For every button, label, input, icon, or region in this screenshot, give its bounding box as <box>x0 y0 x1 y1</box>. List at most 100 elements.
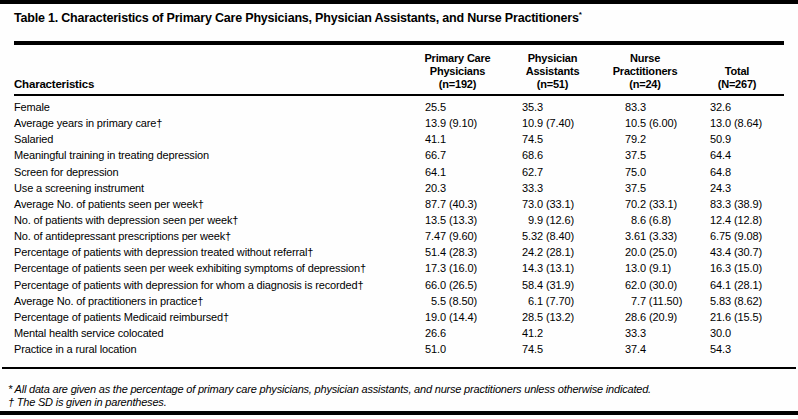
table-header-row: Characteristics Primary Care Physicians … <box>14 46 784 96</box>
row-label: Practice in a rural location <box>14 343 410 355</box>
cell-primary-care-physicians: 87.7 (40.3) <box>410 198 505 210</box>
cell-physician-assistants: 9.9 (12.6) <box>505 214 600 226</box>
cell-physician-assistants: 58.4 (31.9) <box>505 279 600 291</box>
table-title: Table 1. Characteristics of Primary Care… <box>14 11 784 25</box>
row-label: Percentage of patients Medicaid reimburs… <box>14 311 410 323</box>
cell-primary-care-physicians: 20.3 <box>410 182 505 194</box>
row-label: Meaningful training in treating depressi… <box>14 149 410 161</box>
cell-total: 64.4 <box>690 149 784 161</box>
cell-total: 64.8 <box>690 166 784 178</box>
table-title-text: Table 1. Characteristics of Primary Care… <box>14 11 579 25</box>
cell-primary-care-physicians: 64.1 <box>410 166 505 178</box>
table-row: Meaningful training in treating depressi… <box>14 147 784 163</box>
table-row: Average No. of practitioners in practice… <box>14 293 784 309</box>
row-label: Screen for depression <box>14 166 410 178</box>
cell-nurse-practitioners: 3.61 (3.33) <box>600 230 690 242</box>
cell-primary-care-physicians: 51.0 <box>410 343 505 355</box>
row-label: Average years in primary care† <box>14 117 410 129</box>
cell-physician-assistants: 62.7 <box>505 166 600 178</box>
cell-nurse-practitioners: 28.6 (20.9) <box>600 311 690 323</box>
footnote-separator-rule <box>2 367 796 369</box>
cell-nurse-practitioners: 79.2 <box>600 133 690 145</box>
cell-nurse-practitioners: 62.0 (30.0) <box>600 279 690 291</box>
cell-total: 43.4 (30.7) <box>690 246 784 258</box>
cell-primary-care-physicians: 13.9 (9.10) <box>410 117 505 129</box>
cell-primary-care-physicians: 25.5 <box>410 101 505 113</box>
table-row: Female 25.5 35.3 83.3 32.6 <box>14 99 784 115</box>
table-top-border <box>0 0 798 4</box>
cell-physician-assistants: 10.9 (7.40) <box>505 117 600 129</box>
table-bottom-border <box>0 411 798 415</box>
table-row: Use a screening instrument 20.3 33.3 37.… <box>14 180 784 196</box>
table-row: Practice in a rural location 51.0 74.5 3… <box>14 341 784 357</box>
cell-nurse-practitioners: 8.6 (6.8) <box>600 214 690 226</box>
cell-total: 83.3 (38.9) <box>690 198 784 210</box>
cell-nurse-practitioners: 13.0 (9.1) <box>600 262 690 274</box>
cell-physician-assistants: 5.32 (8.40) <box>505 230 600 242</box>
cell-nurse-practitioners: 33.3 <box>600 327 690 339</box>
cell-physician-assistants: 33.3 <box>505 182 600 194</box>
cell-physician-assistants: 24.2 (28.1) <box>505 246 600 258</box>
column-header-characteristics: Characteristics <box>14 78 410 94</box>
cell-nurse-practitioners: 20.0 (25.0) <box>600 246 690 258</box>
cell-nurse-practitioners: 37.5 <box>600 182 690 194</box>
column-header-total: Total (N=267) <box>690 65 784 94</box>
cell-total: 5.83 (8.62) <box>690 295 784 307</box>
row-label: Mental health service colocated <box>14 327 410 339</box>
cell-physician-assistants: 73.0 (33.1) <box>505 198 600 210</box>
cell-total: 24.3 <box>690 182 784 194</box>
table-title-footnote-mark: * <box>579 10 582 19</box>
column-header-physician-assistants: Physician Assistants (n=51) <box>505 52 600 94</box>
cell-physician-assistants: 6.1 (7.70) <box>505 295 600 307</box>
cell-total: 32.6 <box>690 101 784 113</box>
table-row: No. of patients with depression seen per… <box>14 212 784 228</box>
cell-nurse-practitioners: 75.0 <box>600 166 690 178</box>
table-row: Average No. of patients seen per week† 8… <box>14 196 784 212</box>
cell-physician-assistants: 28.5 (13.2) <box>505 311 600 323</box>
cell-physician-assistants: 14.3 (13.1) <box>505 262 600 274</box>
row-label: Percentage of patients with depression f… <box>14 279 410 291</box>
cell-primary-care-physicians: 66.7 <box>410 149 505 161</box>
cell-primary-care-physicians: 7.47 (9.60) <box>410 230 505 242</box>
cell-total: 64.1 (28.1) <box>690 279 784 291</box>
table-row: Mental health service colocated 26.6 41.… <box>14 325 784 341</box>
cell-physician-assistants: 74.5 <box>505 133 600 145</box>
cell-nurse-practitioners: 37.4 <box>600 343 690 355</box>
row-label: No. of patients with depression seen per… <box>14 214 410 226</box>
table-footnotes: * All data are given as the percentage o… <box>8 383 788 409</box>
cell-primary-care-physicians: 13.5 (13.3) <box>410 214 505 226</box>
cell-nurse-practitioners: 7.7 (11.50) <box>600 295 690 307</box>
cell-total: 21.6 (15.5) <box>690 311 784 323</box>
cell-nurse-practitioners: 37.5 <box>600 149 690 161</box>
cell-total: 6.75 (9.08) <box>690 230 784 242</box>
cell-total: 13.0 (8.64) <box>690 117 784 129</box>
footnote-sd: † The SD is given in parentheses. <box>8 396 788 409</box>
table-row: Percentage of patients with depression f… <box>14 277 784 293</box>
cell-total: 16.3 (15.0) <box>690 262 784 274</box>
column-header-primary-care-physicians: Primary Care Physicians (n=192) <box>410 52 505 94</box>
cell-total: 30.0 <box>690 327 784 339</box>
cell-total: 12.4 (12.8) <box>690 214 784 226</box>
footnote-all-data: * All data are given as the percentage o… <box>8 383 788 396</box>
cell-primary-care-physicians: 17.3 (16.0) <box>410 262 505 274</box>
table-row: Percentage of patients seen per week exh… <box>14 260 784 276</box>
cell-physician-assistants: 74.5 <box>505 343 600 355</box>
title-separator-rule <box>14 41 784 45</box>
cell-primary-care-physicians: 5.5 (8.50) <box>410 295 505 307</box>
column-header-nurse-practitioners: Nurse Practitioners (n=24) <box>600 52 690 94</box>
cell-nurse-practitioners: 83.3 <box>600 101 690 113</box>
cell-primary-care-physicians: 51.4 (28.3) <box>410 246 505 258</box>
cell-primary-care-physicians: 66.0 (26.5) <box>410 279 505 291</box>
table-row: No. of antidepressant prescriptions per … <box>14 228 784 244</box>
cell-primary-care-physicians: 41.1 <box>410 133 505 145</box>
row-label: Average No. of patients seen per week† <box>14 198 410 210</box>
row-label: Use a screening instrument <box>14 182 410 194</box>
row-label: Salaried <box>14 133 410 145</box>
row-label: No. of antidepressant prescriptions per … <box>14 230 410 242</box>
cell-physician-assistants: 35.3 <box>505 101 600 113</box>
cell-total: 50.9 <box>690 133 784 145</box>
table-row: Percentage of patients with depression t… <box>14 244 784 260</box>
row-label: Female <box>14 101 410 113</box>
cell-primary-care-physicians: 19.0 (14.4) <box>410 311 505 323</box>
table-row: Screen for depression 64.1 62.7 75.0 64.… <box>14 164 784 180</box>
